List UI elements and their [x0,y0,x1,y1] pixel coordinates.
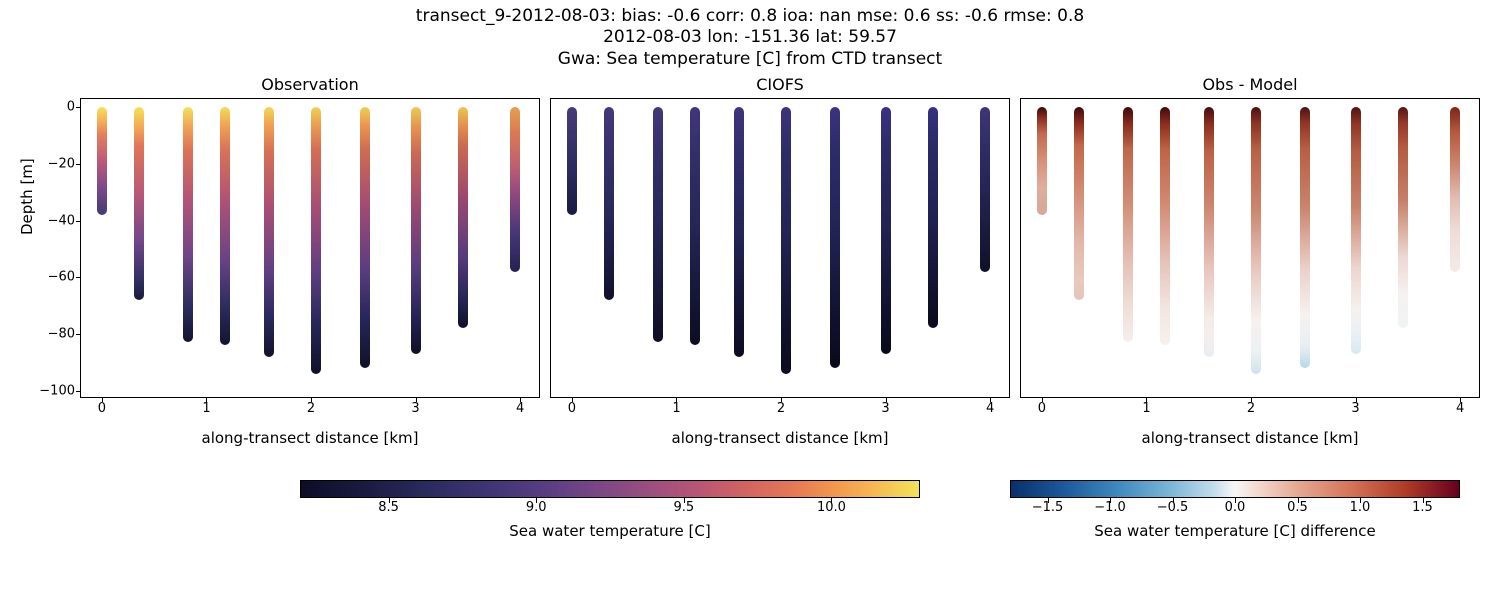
profile [1123,107,1133,342]
profile [1398,107,1408,328]
profile [1450,107,1460,271]
suptitle-line2: 2012-08-03 lon: -151.36 lat: 59.57 [0,27,1500,48]
profile [1204,107,1214,356]
colorbar-difference-label: Sea water temperature [C] difference [1010,522,1460,540]
colorbar-temperature-label: Sea water temperature [C] [300,522,920,540]
profile [97,107,107,215]
colorbar-temperature-bar [300,480,920,498]
profile [1037,107,1047,215]
x-axis-label: along-transect distance [km] [81,429,539,447]
profile [567,107,577,215]
panels-row: Observation0−20−40−60−80−10001234along-t… [80,98,1480,398]
profile [690,107,700,345]
plot-area [1021,99,1479,397]
panel-title: Obs - Model [1021,75,1479,94]
colorbars: 8.59.09.510.0 Sea water temperature [C] … [0,480,1500,580]
profile [311,107,321,373]
plot-area [81,99,539,397]
figure: transect_9-2012-08-03: bias: -0.6 corr: … [0,0,1500,600]
profile [830,107,840,367]
x-axis-label: along-transect distance [km] [551,429,1009,447]
profile [928,107,938,328]
colorbar-temperature-ticks: 8.59.09.510.0 [300,500,920,520]
suptitle-line3: Gwa: Sea temperature [C] from CTD transe… [0,49,1500,70]
colorbar-difference-ticks: −1.5−1.0−0.50.00.51.01.5 [1010,500,1460,520]
profile [734,107,744,356]
suptitle-line1: transect_9-2012-08-03: bias: -0.6 corr: … [0,6,1500,27]
profile [183,107,193,342]
panel-title: Observation [81,75,539,94]
profile [1300,107,1310,367]
profile [510,107,520,271]
profile [134,107,144,299]
colorbar-difference-bar [1010,480,1460,498]
profile [220,107,230,345]
panel-model: CIOFS01234along-transect distance [km] [550,98,1010,398]
x-axis-label: along-transect distance [km] [1021,429,1479,447]
profile [604,107,614,299]
profile [360,107,370,367]
panel-title: CIOFS [551,75,1009,94]
profile [1074,107,1084,299]
panel-diff: Obs - Model01234along-transect distance … [1020,98,1480,398]
profile [1251,107,1261,373]
profile [653,107,663,342]
profile [1351,107,1361,353]
title-block: transect_9-2012-08-03: bias: -0.6 corr: … [0,6,1500,70]
ytick-label: −100 [39,383,81,398]
y-axis-label: Depth [m] [18,158,36,235]
panel-obs: Observation0−20−40−60−80−10001234along-t… [80,98,540,398]
profile [458,107,468,328]
profile [411,107,421,353]
profile [781,107,791,373]
profile [881,107,891,353]
profile [264,107,274,356]
profile [1160,107,1170,345]
plot-area [551,99,1009,397]
profile [980,107,990,271]
